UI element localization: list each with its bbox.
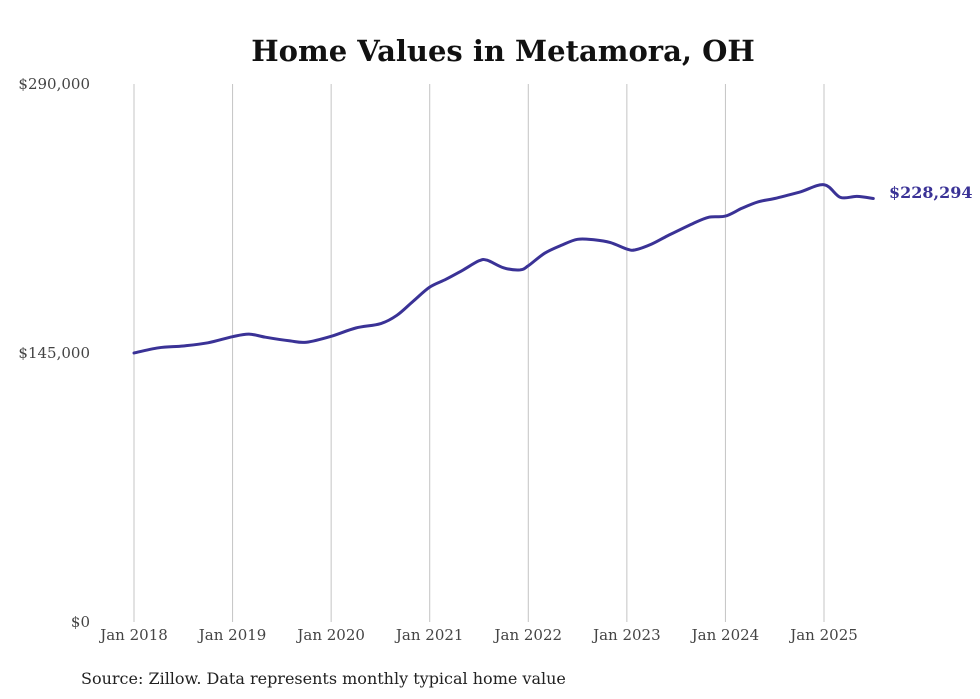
x-tick-label: Jan 2019	[197, 626, 267, 644]
chart-title: Home Values in Metamora, OH	[251, 34, 754, 68]
end-value-label: $228,294	[889, 183, 973, 202]
source-note: Source: Zillow. Data represents monthly …	[81, 669, 566, 688]
y-tick-label: $145,000	[18, 344, 90, 362]
x-tick-label: Jan 2025	[788, 626, 858, 644]
x-tick-label: Jan 2024	[690, 626, 760, 644]
series-line	[132, 183, 875, 355]
x-axis-ticks: Jan 2018 Jan 2019 Jan 2020 Jan 2021 Jan 2022…	[98, 626, 858, 644]
x-tick-label: Jan 2018	[98, 626, 168, 644]
x-tick-label: Jan 2023	[591, 626, 661, 644]
x-tick-label: Jan 2022	[493, 626, 563, 644]
gridlines	[133, 84, 825, 622]
y-tick-label: $290,000	[18, 75, 90, 93]
y-tick-label: $0	[71, 613, 90, 631]
x-tick-label: Jan 2020	[295, 626, 365, 644]
x-tick-label: Jan 2021	[394, 626, 464, 644]
y-axis-ticks: $0 $145,000 $290,000	[18, 75, 90, 631]
